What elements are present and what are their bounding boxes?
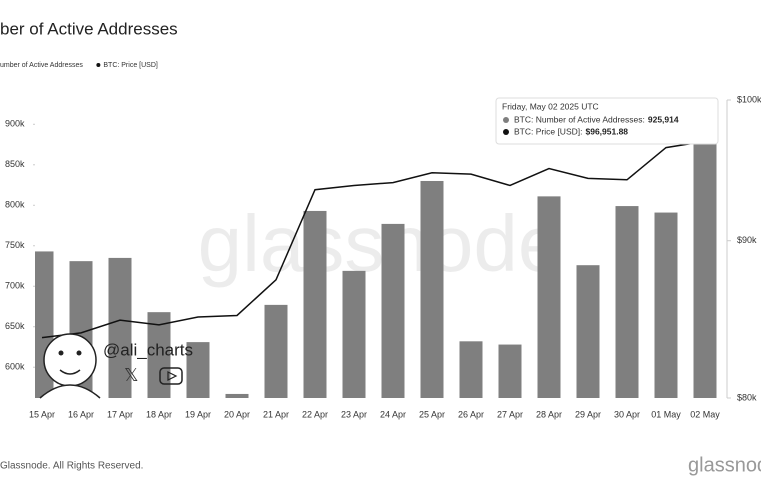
x-tick-label: 22 Apr (302, 409, 328, 419)
handle: @ali_charts (103, 340, 193, 359)
bar (498, 344, 522, 398)
x-tick-label: 15 Apr (29, 409, 55, 419)
legend-marker (96, 63, 101, 67)
bar (108, 257, 132, 398)
avatar: 𝕏 (39, 333, 183, 399)
bar (654, 212, 678, 398)
x-tick-label: 19 Apr (185, 409, 211, 419)
bar (420, 180, 444, 398)
tooltip-label: BTC: Price [USD]: (514, 126, 582, 136)
y2-tick-label: $100k (737, 94, 761, 104)
y-tick-label: 900k (5, 119, 25, 129)
bar (459, 341, 483, 398)
x-tick-label: 29 Apr (575, 409, 601, 419)
y-tick-label: 800k (5, 200, 25, 210)
x-tick-label: 16 Apr (68, 409, 94, 419)
y-tick-label: 850k (5, 159, 25, 169)
bar (576, 265, 600, 398)
y2-tick-label: $90k (737, 235, 757, 245)
y-tick-label: 650k (5, 321, 25, 331)
y-tick-label: 600k (5, 362, 25, 372)
tooltip-box (495, 97, 719, 145)
bar (381, 223, 405, 398)
y2-tick-label: $80k (737, 392, 757, 402)
bar (303, 210, 327, 398)
bar (264, 304, 288, 398)
bar (615, 206, 639, 398)
x-tick-label: 20 Apr (224, 409, 250, 419)
x-tick-label: 27 Apr (497, 409, 523, 419)
x-tick-label: 26 Apr (458, 409, 484, 419)
x-tick-label: 24 Apr (380, 409, 406, 419)
x-tick-label: 30 Apr (614, 409, 640, 419)
bar (225, 393, 249, 398)
legend-label: BTC: Price [USD] (103, 62, 158, 69)
x-tick-label: 25 Apr (419, 409, 445, 419)
x-tick-label: 18 Apr (146, 409, 172, 419)
x-tick-label: 23 Apr (341, 409, 367, 419)
tooltip-value: $96,951.88 (585, 126, 628, 136)
x-tick-label: 17 Apr (107, 409, 133, 419)
x-tick-label: 21 Apr (263, 409, 289, 419)
x-tick-label: 02 May (690, 409, 720, 419)
tooltip-value: 925,914 (648, 114, 679, 124)
y-tick-label: 700k (5, 281, 25, 291)
y-tick-label: 750k (5, 240, 25, 250)
x-tick-label: 28 Apr (536, 409, 562, 419)
bar (186, 342, 210, 398)
tooltip: Friday, May 02 2025 UTC BTC: Number of A… (495, 97, 719, 145)
tooltip-date: Friday, May 02 2025 UTC (502, 101, 599, 111)
bar (342, 270, 366, 398)
watermark: glassnode (198, 199, 563, 288)
bar (147, 312, 171, 398)
x-tick-label: 01 May (651, 409, 681, 419)
bar (537, 196, 561, 398)
logo: glassnode (688, 454, 761, 476)
footer: Glassnode. All Rights Reserved. (0, 461, 143, 472)
tooltip-label: BTC: Number of Active Addresses: (514, 114, 645, 124)
plot-area (35, 103, 717, 398)
chart-title: ber of Active Addresses (0, 19, 178, 38)
legend-label: umber of Active Addresses (0, 62, 83, 69)
price-line (41, 140, 706, 339)
svg-text:𝕏: 𝕏 (124, 365, 139, 385)
bar (693, 103, 717, 398)
